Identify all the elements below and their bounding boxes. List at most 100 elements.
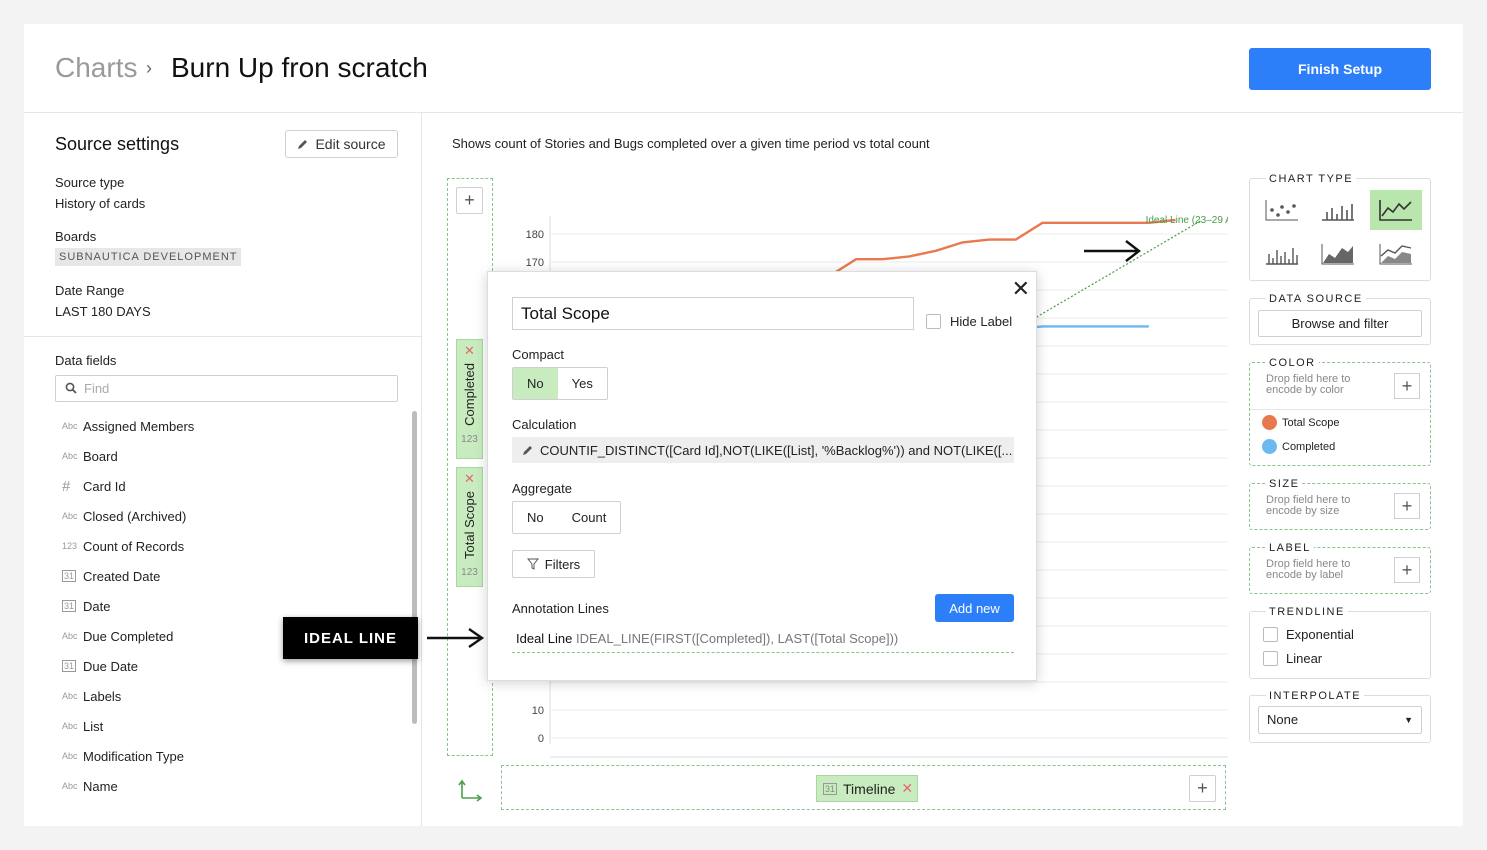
- color-drop-zone[interactable]: COLOR Drop field here to encode by color…: [1249, 357, 1431, 466]
- data-source-title: DATA SOURCE: [1266, 293, 1366, 305]
- size-drop-hint: Drop field here to encode by size: [1266, 494, 1351, 517]
- compact-label: Compact: [512, 347, 565, 362]
- field-type-icon: Abc: [62, 781, 78, 791]
- field-label: Modification Type: [83, 748, 184, 764]
- add-x-field-button[interactable]: +: [1189, 775, 1216, 802]
- size-drop-zone[interactable]: SIZE Drop field here to encode by size +: [1249, 478, 1431, 530]
- hide-label-checkbox[interactable]: [926, 314, 941, 329]
- app-frame: Charts › Burn Up fron scratch Finish Set…: [24, 24, 1463, 826]
- browse-and-filter-button[interactable]: Browse and filter: [1258, 310, 1422, 337]
- aggregate-count-option[interactable]: Count: [571, 510, 607, 525]
- field-label: Board: [83, 448, 118, 464]
- field-type-icon: Abc: [62, 721, 78, 731]
- field-settings-modal: ✕ Total Scope Hide Label Compact No Yes …: [487, 271, 1037, 681]
- board-tag: SUBNAUTICA DEVELOPMENT: [55, 248, 242, 266]
- exponential-checkbox[interactable]: [1263, 627, 1278, 642]
- linear-checkbox[interactable]: [1263, 651, 1278, 666]
- column-chart-icon[interactable]: [1256, 234, 1308, 274]
- x-pill-label: Timeline: [843, 780, 896, 797]
- remove-icon[interactable]: ✕: [464, 471, 475, 486]
- filters-button[interactable]: Filters: [512, 550, 595, 578]
- ideal-line-callout: IDEAL LINE: [283, 617, 418, 659]
- calculation-field[interactable]: COUNTIF_DISTINCT([Card Id],NOT(LIKE([Lis…: [512, 437, 1014, 463]
- pencil-icon: [298, 140, 308, 149]
- date-type-icon: 31: [823, 782, 838, 795]
- add-size-field-button[interactable]: +: [1394, 493, 1420, 519]
- funnel-icon: [526, 558, 539, 570]
- page-title[interactable]: Burn Up fron scratch: [171, 52, 428, 83]
- legend-swatch-total-scope: [1262, 415, 1277, 430]
- y-tick-label: 170: [526, 257, 544, 269]
- field-list-item[interactable]: 31 Due Date: [62, 651, 402, 681]
- field-type-icon: 31: [62, 570, 76, 582]
- arrow-right-icon: [427, 628, 485, 648]
- aggregate-no-option[interactable]: No: [527, 510, 544, 525]
- swap-axes-icon[interactable]: [458, 778, 484, 802]
- field-label: Name: [83, 778, 118, 794]
- color-title: COLOR: [1266, 357, 1319, 369]
- source-settings-panel: Source settings Edit source Source type …: [24, 113, 422, 826]
- field-list-item[interactable]: Abc Name: [62, 771, 402, 801]
- bar-chart-icon[interactable]: [1312, 190, 1364, 230]
- source-type-value: History of cards: [55, 196, 146, 211]
- y-pill-completed[interactable]: ✕ Completed 123: [456, 339, 483, 459]
- line-chart-icon[interactable]: [1370, 190, 1422, 230]
- x-axis-shelf[interactable]: [501, 765, 1226, 810]
- divider: [24, 336, 422, 337]
- compact-yes-option[interactable]: Yes: [571, 376, 593, 391]
- annotation-name: Ideal Line: [516, 631, 573, 646]
- label-drop-zone[interactable]: LABEL Drop field here to encode by label…: [1249, 542, 1431, 594]
- find-placeholder: Find: [84, 381, 110, 396]
- field-list-item[interactable]: Abc Board: [62, 441, 402, 471]
- remove-icon[interactable]: ✕: [901, 780, 914, 796]
- trendline-section: TRENDLINE Exponential Linear: [1249, 606, 1431, 679]
- field-list-item[interactable]: Abc Closed (Archived): [62, 501, 402, 531]
- field-list-item[interactable]: Abc Assigned Members: [62, 411, 402, 441]
- interpolate-title: INTERPOLATE: [1266, 690, 1365, 702]
- area-chart-icon[interactable]: [1312, 234, 1364, 274]
- scrollbar[interactable]: [412, 411, 417, 724]
- interpolate-select[interactable]: None ▼: [1258, 706, 1422, 734]
- field-list-item[interactable]: 31 Created Date: [62, 561, 402, 591]
- find-input[interactable]: Find: [55, 375, 398, 402]
- annotation-line-row[interactable]: Ideal Line IDEAL_LINE(FIRST([Completed])…: [512, 628, 1014, 653]
- field-list-item[interactable]: # Card Id: [62, 471, 402, 501]
- compact-no-option[interactable]: No: [513, 368, 558, 399]
- field-list-item[interactable]: Abc Modification Type: [62, 741, 402, 771]
- field-list-item[interactable]: Abc Due Completed: [62, 621, 402, 651]
- date-range-label: Date Range: [55, 283, 125, 298]
- calculation-formula: COUNTIF_DISTINCT([Card Id],NOT(LIKE([Lis…: [540, 442, 1013, 458]
- color-drop-hint: Drop field here to encode by color: [1266, 373, 1351, 396]
- scatter-chart-icon[interactable]: [1256, 190, 1308, 230]
- legend-swatch-completed: [1262, 439, 1277, 454]
- field-list-item[interactable]: Abc List: [62, 711, 402, 741]
- add-y-field-button[interactable]: +: [456, 187, 483, 214]
- field-type-icon: Abc: [62, 691, 78, 701]
- edit-source-button[interactable]: Edit source: [285, 130, 398, 158]
- field-label: Date: [83, 598, 111, 614]
- source-type-label: Source type: [55, 175, 125, 190]
- linear-label: Linear: [1286, 651, 1323, 666]
- add-color-field-button[interactable]: +: [1394, 373, 1420, 399]
- field-list-item[interactable]: Abc Labels: [62, 681, 402, 711]
- add-new-annotation-button[interactable]: Add new: [935, 594, 1014, 622]
- annotation-lines-label: Annotation Lines: [512, 601, 609, 616]
- hide-label-text: Hide Label: [950, 314, 1013, 329]
- field-type-icon: Abc: [62, 451, 78, 461]
- add-label-field-button[interactable]: +: [1394, 557, 1420, 583]
- finish-setup-button[interactable]: Finish Setup: [1249, 48, 1431, 90]
- size-title: SIZE: [1266, 478, 1303, 490]
- x-pill-timeline[interactable]: 31 Timeline ✕: [816, 775, 918, 802]
- field-type-icon: 31: [62, 600, 76, 612]
- label-drop-hint: Drop field here to encode by label: [1266, 558, 1351, 581]
- remove-icon[interactable]: ✕: [464, 343, 475, 358]
- field-name-input[interactable]: Total Scope: [512, 297, 914, 330]
- field-list-item[interactable]: 123 Count of Records: [62, 531, 402, 561]
- chart-type-title: CHART TYPE: [1266, 173, 1357, 185]
- y-pill-total-scope[interactable]: ✕ Total Scope 123: [456, 467, 483, 587]
- stacked-area-chart-icon[interactable]: [1370, 234, 1422, 274]
- annotation-formula: IDEAL_LINE(FIRST([Completed]), LAST([Tot…: [576, 631, 899, 646]
- field-list-item[interactable]: 31 Date: [62, 591, 402, 621]
- close-icon[interactable]: ✕: [1011, 276, 1030, 301]
- breadcrumb-charts[interactable]: Charts: [55, 52, 138, 83]
